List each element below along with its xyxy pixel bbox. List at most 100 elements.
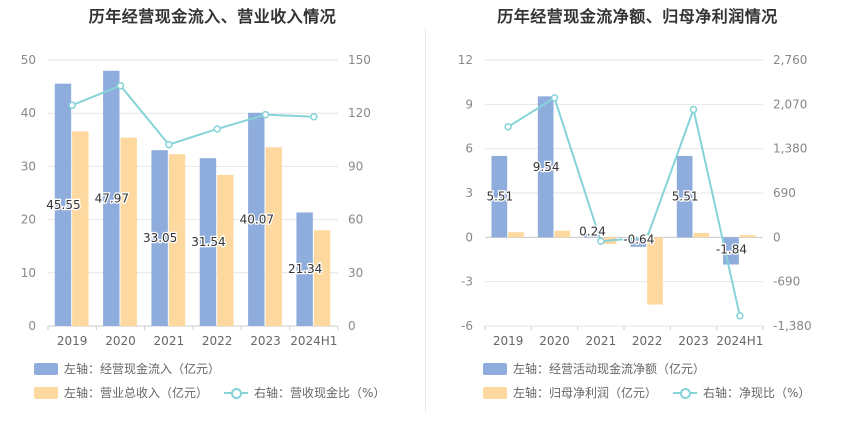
ratio-point [213, 125, 221, 133]
chart-plot-net-cash: -6 -3 0 3 6 9 12 -1,380 -690 0 690 1,380 2,070 2,760 2… [458, 53, 812, 348]
y-left-tick-label: -6 [461, 319, 473, 333]
legend-swatch-blue [483, 362, 507, 375]
bar-data-label: 5.51 [672, 190, 699, 204]
y-right-tick-label: 1,380 [773, 142, 807, 156]
y-left-tick-label: 12 [458, 53, 473, 67]
chart-plot-cash-inflow: 0 10 20 30 40 50 0 30 60 90 120 150 2019 2020 2021 2022… [21, 53, 371, 348]
ratio-point [165, 140, 173, 149]
y-right-tick-label: -1,380 [773, 319, 812, 333]
legend-entry-bar-orange[interactable]: 左轴：归母净利润（亿元） 右轴：净现比（%） [483, 384, 810, 401]
bar-orange [739, 235, 756, 238]
bar-data-label: 9.54 [533, 160, 560, 174]
legend-swatch-blue [34, 362, 58, 375]
chart-title: 历年经营现金流入、营业收入情况 [88, 7, 337, 26]
bar-data-label: -1.84 [716, 242, 747, 256]
y-right-tick-label: 0 [348, 319, 356, 333]
x-tick-label: 2019 [493, 334, 524, 348]
bar-orange [647, 237, 663, 305]
y-right-tick-label: 150 [348, 53, 371, 67]
bar-orange [265, 147, 282, 326]
ratio-point [68, 101, 76, 109]
bar-blue [537, 96, 554, 238]
bar-data-label: 47.97 [95, 191, 129, 205]
x-tick-label: 2023 [250, 334, 281, 348]
bar-blue [491, 155, 508, 238]
y-right-tick-label: 30 [348, 266, 363, 280]
y-left-tick-label: 6 [465, 142, 473, 156]
x-tick-label: 2021 [586, 334, 617, 348]
x-tick-label: 2019 [57, 334, 88, 348]
x-tick-label: 2022 [202, 334, 233, 348]
chart-title: 历年经营现金流净额、归母净利润情况 [497, 7, 778, 26]
bar-blue [151, 150, 168, 326]
bar-data-label: -0.64 [623, 232, 654, 246]
bar-data-label: 21.34 [288, 262, 322, 276]
legend-label: 左轴：经营现金流入（亿元） [64, 362, 221, 376]
y-left-tick-label: 9 [465, 97, 473, 111]
ratio-point [736, 311, 744, 320]
legend-entry-bar-blue[interactable]: 左轴：经营现金流入（亿元） [34, 360, 220, 377]
y-left-tick-label: 10 [21, 266, 36, 280]
panel-divider [425, 28, 426, 413]
y-right-tick-label: 0 [773, 230, 781, 244]
legend-swatch-orange [483, 386, 507, 399]
bar-orange [168, 154, 186, 326]
legend-label: 左轴：归母净利润（亿元） [513, 386, 658, 400]
legend-label: 右轴：营收现金比（%） [254, 386, 386, 400]
bar-orange [508, 232, 524, 238]
x-tick-label: 2024H1 [290, 334, 337, 348]
bar-data-label: 45.55 [46, 198, 80, 212]
y-right-tick-label: 2,070 [773, 97, 807, 111]
y-right-tick-label: 60 [348, 213, 363, 227]
y-left-tick-label: 30 [21, 159, 36, 173]
bar-data-label: 0.24 [579, 224, 606, 238]
bar-orange [72, 131, 89, 326]
y-left-tick-label: 0 [465, 230, 473, 244]
y-left-tick-label: 20 [21, 213, 36, 227]
y-right-tick-label: 690 [773, 186, 796, 200]
legend-label: 右轴：净现比（%） [703, 386, 811, 400]
legend-line-marker-icon [673, 387, 698, 399]
bar-blue [676, 155, 693, 238]
bar-blue [296, 212, 313, 326]
bar-data-label: 5.51 [486, 190, 513, 204]
y-left-tick-label: 3 [465, 186, 473, 200]
bar-data-label: 40.07 [240, 212, 274, 226]
bar-orange [217, 174, 234, 326]
ratio-point [689, 105, 698, 114]
ratio-point [597, 237, 605, 245]
y-left-tick-label: 50 [21, 53, 36, 67]
legend-entry-bar-blue[interactable]: 左轴：经营活动现金流净额（亿元） [483, 360, 705, 377]
bar-blue [248, 112, 265, 326]
bar-blue [54, 83, 72, 326]
y-right-tick-label: -690 [773, 275, 800, 289]
x-tick-label: 2021 [154, 334, 185, 348]
legend-swatch-orange [34, 386, 58, 399]
ratio-line [71, 84, 314, 146]
y-right-tick-label: 2,760 [773, 53, 807, 67]
x-tick-label: 2022 [632, 334, 663, 348]
bar-orange [313, 230, 331, 326]
ratio-point [310, 112, 318, 121]
ratio-point [550, 94, 559, 102]
x-tick-label: 2023 [678, 334, 709, 348]
legend-line-marker-icon [224, 387, 249, 399]
bar-data-label: 31.54 [191, 235, 225, 249]
x-tick-label: 2024H1 [716, 334, 763, 348]
x-tick-label: 2020 [105, 334, 136, 348]
bar-orange [693, 232, 710, 238]
ratio-point [261, 110, 270, 119]
bar-blue [199, 158, 217, 326]
bar-orange [120, 137, 137, 326]
ratio-point [504, 123, 512, 131]
y-right-tick-label: 120 [348, 106, 371, 120]
y-right-tick-label: 90 [348, 159, 363, 173]
bar-orange [554, 230, 571, 238]
y-left-tick-label: -3 [461, 275, 473, 289]
legend-label: 左轴：营业总收入（亿元） [64, 386, 209, 400]
bar-data-label: 33.05 [143, 231, 177, 245]
legend-entry-bar-orange[interactable]: 左轴：营业总收入（亿元） 右轴：营收现金比（%） [34, 384, 385, 401]
bar-blue [630, 237, 647, 247]
chart-panel-net-cash: 历年经营现金流净额、归母净利润情况 -6 -3 0 3 6 9 12 -1,380 -690 0 6… [425, 0, 850, 437]
ratio-point [116, 81, 125, 90]
